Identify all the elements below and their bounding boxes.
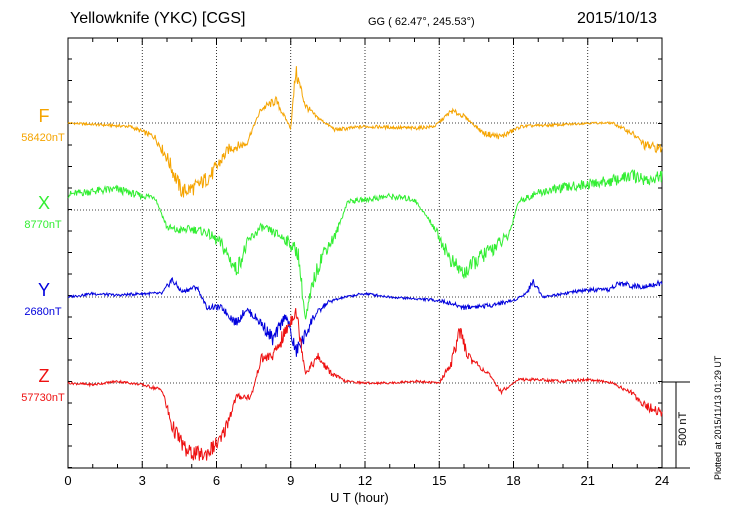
x-tick-label: 9 bbox=[287, 473, 294, 488]
x-tick-label: 18 bbox=[506, 473, 520, 488]
plotted-timestamp: Plotted at 2015/11/13 01:29 UT bbox=[713, 355, 723, 480]
series-name-Z: Z bbox=[38, 366, 50, 386]
x-tick-label: 15 bbox=[432, 473, 446, 488]
series-line-F bbox=[67, 66, 663, 198]
x-tick-labels: 0 3 6 9 12 15 18 21 24 bbox=[64, 473, 669, 488]
x-tick-label: 24 bbox=[655, 473, 669, 488]
x-tick-label: 12 bbox=[358, 473, 372, 488]
x-tick-label: 3 bbox=[139, 473, 146, 488]
coordinates-label: GG ( 62.47°, 245.53°) bbox=[368, 16, 475, 28]
series-baseline-Y: 2680nT bbox=[24, 306, 62, 318]
date-label: 2015/10/13 bbox=[577, 10, 658, 27]
x-tick-label: 6 bbox=[213, 473, 220, 488]
series-layer bbox=[67, 66, 663, 461]
series-baseline-X: 8770nT bbox=[24, 219, 62, 231]
series-name-Y: Y bbox=[37, 280, 50, 300]
series-line-X bbox=[67, 169, 663, 320]
x-tick-label: 21 bbox=[581, 473, 595, 488]
series-baseline-Z: 57730nT bbox=[21, 392, 65, 404]
scale-bar-label: 500 nT bbox=[677, 411, 689, 446]
grid bbox=[68, 38, 662, 468]
series-name-F: F bbox=[38, 106, 50, 126]
series-line-Y bbox=[67, 277, 663, 357]
station-title: Yellowknife (YKC) [CGS] bbox=[70, 10, 246, 27]
series-baseline-F: 58420nT bbox=[21, 132, 65, 144]
series-line-Z bbox=[67, 308, 663, 461]
x-tick-label: 0 bbox=[64, 473, 71, 488]
axis-ticks bbox=[67, 38, 663, 468]
plot-frame bbox=[67, 37, 663, 469]
x-axis-label: U T (hour) bbox=[330, 490, 389, 505]
scale-bar bbox=[662, 381, 690, 469]
series-name-X: X bbox=[37, 193, 50, 213]
